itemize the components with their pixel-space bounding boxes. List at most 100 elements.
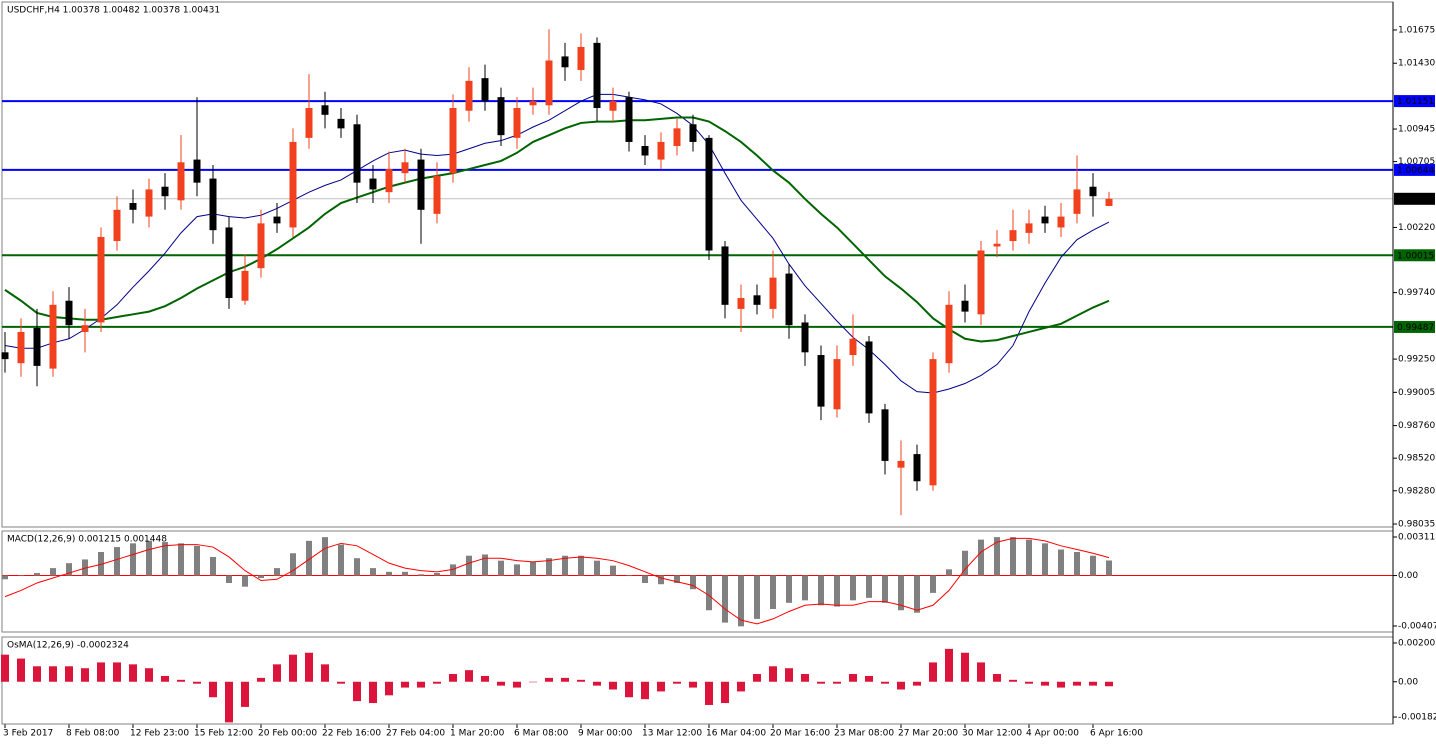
candle-body xyxy=(897,460,905,468)
osma-bar xyxy=(449,674,457,682)
osma-bar xyxy=(305,652,313,682)
candle-body xyxy=(993,243,1001,247)
macd-bar xyxy=(338,544,344,576)
macd-bar xyxy=(498,560,504,576)
macd-bar xyxy=(306,540,312,576)
y-tick-label: 0.98520 xyxy=(1398,454,1435,464)
macd-bar xyxy=(370,568,376,576)
candle-body xyxy=(961,300,969,312)
level-tag xyxy=(1394,249,1435,262)
macd-bar xyxy=(482,554,488,576)
osma-bar xyxy=(145,668,153,682)
osma-bar xyxy=(561,677,569,682)
osma-bar xyxy=(913,681,921,686)
osma-bar xyxy=(177,679,185,682)
candle-body xyxy=(753,295,761,305)
osma-bar xyxy=(161,675,169,682)
macd-bar xyxy=(562,555,568,576)
osma-bar xyxy=(721,681,729,704)
osma-bar xyxy=(529,681,537,683)
candle-body xyxy=(369,178,377,190)
osma-bar xyxy=(193,681,201,684)
candle-body xyxy=(225,227,233,299)
macd-bar xyxy=(882,575,888,603)
macd-bar xyxy=(2,575,8,580)
osma-bar xyxy=(689,681,697,688)
candle-body xyxy=(65,300,73,326)
x-tick-label: 3 Feb 2017 xyxy=(3,729,53,739)
x-tick-label: 9 Mar 00:00 xyxy=(578,729,633,739)
osma-bar xyxy=(33,666,41,682)
candle-body xyxy=(81,325,89,332)
macd-bar xyxy=(770,575,776,610)
panel xyxy=(1,1,1394,528)
candle-body xyxy=(769,277,777,309)
macd-bar xyxy=(434,573,440,576)
candle-body xyxy=(609,101,617,111)
candle-body xyxy=(209,178,217,231)
osma-bar xyxy=(1041,681,1049,686)
x-tick-label: 23 Mar 08:00 xyxy=(834,729,894,739)
macd-bar xyxy=(274,568,280,576)
candle-body xyxy=(1025,223,1033,233)
macd-bar xyxy=(34,573,40,576)
macd-bar xyxy=(1090,555,1096,576)
macd-bar xyxy=(386,571,392,576)
candle-body xyxy=(721,246,729,305)
macd-bar xyxy=(786,575,792,603)
candle-body xyxy=(17,331,25,364)
macd-bar xyxy=(914,575,920,613)
macd-bar xyxy=(18,575,24,577)
panel-title: OsMA(12,26,9) -0.0002324 xyxy=(7,641,129,651)
x-tick-label: 20 Feb 00:00 xyxy=(258,729,317,739)
candle-body xyxy=(193,159,201,183)
macd-bar xyxy=(946,569,952,576)
candle-body xyxy=(657,141,665,160)
panel-title: MACD(12,26,9) 0.001215 0.001448 xyxy=(7,535,167,545)
candle-body xyxy=(1009,230,1017,242)
y-tick-label: 0.99740 xyxy=(1398,288,1435,298)
osma-bar xyxy=(385,681,393,696)
panel xyxy=(1,636,1394,725)
macd-bar xyxy=(530,561,536,576)
x-tick-label: 12 Feb 23:00 xyxy=(130,729,189,739)
osma-bar xyxy=(609,681,617,690)
macd-bar xyxy=(290,553,296,576)
osma-bar xyxy=(897,681,905,690)
level-tag xyxy=(1394,95,1435,108)
macd-bar xyxy=(1058,549,1064,576)
candle-body xyxy=(977,250,985,315)
osma-bar xyxy=(97,662,105,682)
osma-bar xyxy=(129,664,137,682)
macd-bar xyxy=(594,560,600,576)
candle-body xyxy=(321,105,329,115)
y-tick-label: 0.00 xyxy=(1398,571,1418,581)
macd-bar xyxy=(98,552,104,576)
osma-bar xyxy=(801,674,809,682)
osma-bar xyxy=(753,674,761,682)
candle-body xyxy=(33,327,41,366)
osma-bar xyxy=(673,681,681,684)
macd-bar xyxy=(738,575,744,627)
candle-body xyxy=(705,137,713,251)
candle-body xyxy=(401,162,409,174)
panel xyxy=(1,530,1394,633)
macd-bar xyxy=(450,564,456,576)
macd-bar xyxy=(226,575,232,583)
macd-bar xyxy=(642,575,648,583)
osma-bar xyxy=(1057,681,1065,688)
x-tick-label: 13 Mar 12:00 xyxy=(642,729,702,739)
macd-bar xyxy=(258,575,264,579)
x-tick-label: 15 Feb 12:00 xyxy=(194,729,253,739)
osma-bar xyxy=(81,668,89,682)
osma-bar xyxy=(433,681,441,684)
osma-bar xyxy=(465,670,473,682)
osma-bar xyxy=(337,681,345,684)
osma-bar xyxy=(577,679,585,682)
macd-bar xyxy=(930,575,936,593)
candle-body xyxy=(593,42,601,109)
y-tick-label: -0.001824 xyxy=(1398,713,1436,723)
level-label: 1.01151 xyxy=(1397,97,1434,107)
candle-body xyxy=(737,298,745,309)
